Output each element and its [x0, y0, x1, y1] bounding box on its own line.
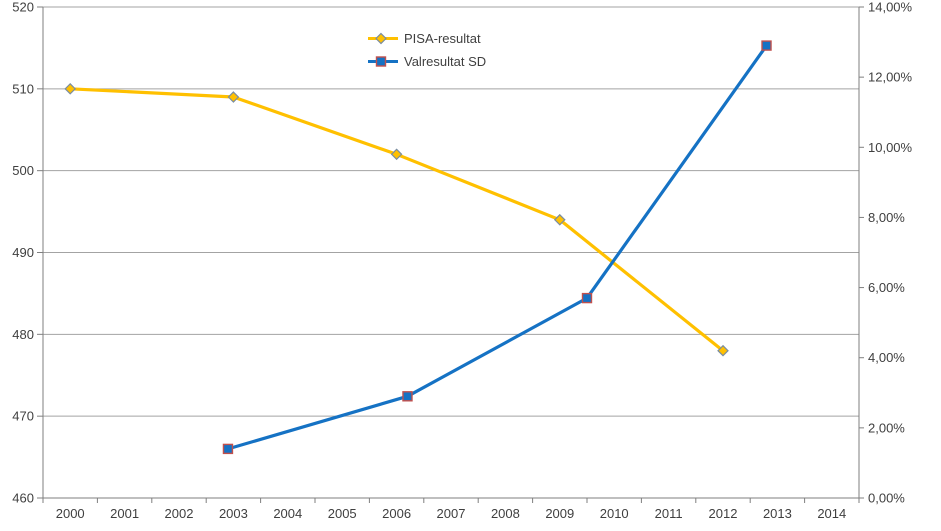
right-axis-label: 8,00%	[868, 210, 905, 225]
series-marker-valresultat-sd	[581, 292, 593, 304]
x-axis-label: 2004	[273, 506, 302, 521]
legend: PISA-resultat Valresultat SD	[368, 27, 486, 73]
x-axis-label: 2008	[491, 506, 520, 521]
x-axis-label: 2005	[328, 506, 357, 521]
left-axis-label: 520	[12, 0, 34, 15]
legend-key-marker	[375, 56, 387, 67]
series-marker-pisa-resultat	[227, 91, 240, 103]
series-marker-valresultat-sd	[222, 443, 234, 455]
x-axis-label: 2001	[110, 506, 139, 521]
series-line-pisa-resultat	[68, 87, 725, 353]
x-axis-label: 2012	[709, 506, 738, 521]
x-axis-label: 2013	[763, 506, 792, 521]
x-axis-label: 2002	[165, 506, 194, 521]
left-axis-label: 500	[12, 163, 34, 178]
x-axis-label: 2003	[219, 506, 248, 521]
left-axis-label: 460	[12, 491, 34, 506]
x-axis-label: 2014	[817, 506, 846, 521]
legend-label: PISA-resultat	[404, 31, 481, 46]
right-axis-label: 10,00%	[868, 140, 913, 155]
legend-label: Valresultat SD	[404, 54, 487, 69]
x-axis-label: 2000	[56, 506, 85, 521]
legend-key-line-square-icon	[368, 56, 398, 67]
x-axis-label: 2006	[382, 506, 411, 521]
series-marker-pisa-resultat	[390, 148, 403, 161]
legend-item-valresultat-sd: Valresultat SD	[368, 50, 486, 73]
x-axis-label: 2009	[545, 506, 574, 521]
x-axis-label: 2007	[437, 506, 466, 521]
right-axis-label: 12,00%	[868, 70, 913, 85]
right-axis-label: 2,00%	[868, 420, 905, 435]
series-marker-pisa-resultat	[553, 213, 566, 226]
series-marker-valresultat-sd	[761, 40, 772, 51]
series-marker-pisa-resultat	[717, 344, 729, 357]
right-axis-label: 0,00%	[868, 491, 905, 506]
left-axis-label: 470	[12, 409, 34, 424]
series-line-valresultat-sd	[226, 43, 769, 451]
right-axis-label: 4,00%	[868, 350, 905, 365]
x-axis-label: 2010	[600, 506, 629, 521]
x-axis-label: 2011	[655, 506, 683, 521]
series-marker-valresultat-sd	[402, 391, 413, 402]
series-marker-pisa-resultat	[64, 82, 77, 95]
legend-item-pisa-resultat: PISA-resultat	[368, 27, 486, 50]
legend-key-marker	[375, 32, 387, 45]
left-axis-label: 510	[12, 81, 34, 96]
left-axis-label: 480	[12, 327, 34, 342]
left-axis-label: 490	[12, 245, 34, 260]
legend-key-line-diamond-icon	[368, 32, 398, 45]
right-axis-label: 6,00%	[868, 280, 905, 295]
right-axis-label: 14,00%	[868, 0, 913, 15]
